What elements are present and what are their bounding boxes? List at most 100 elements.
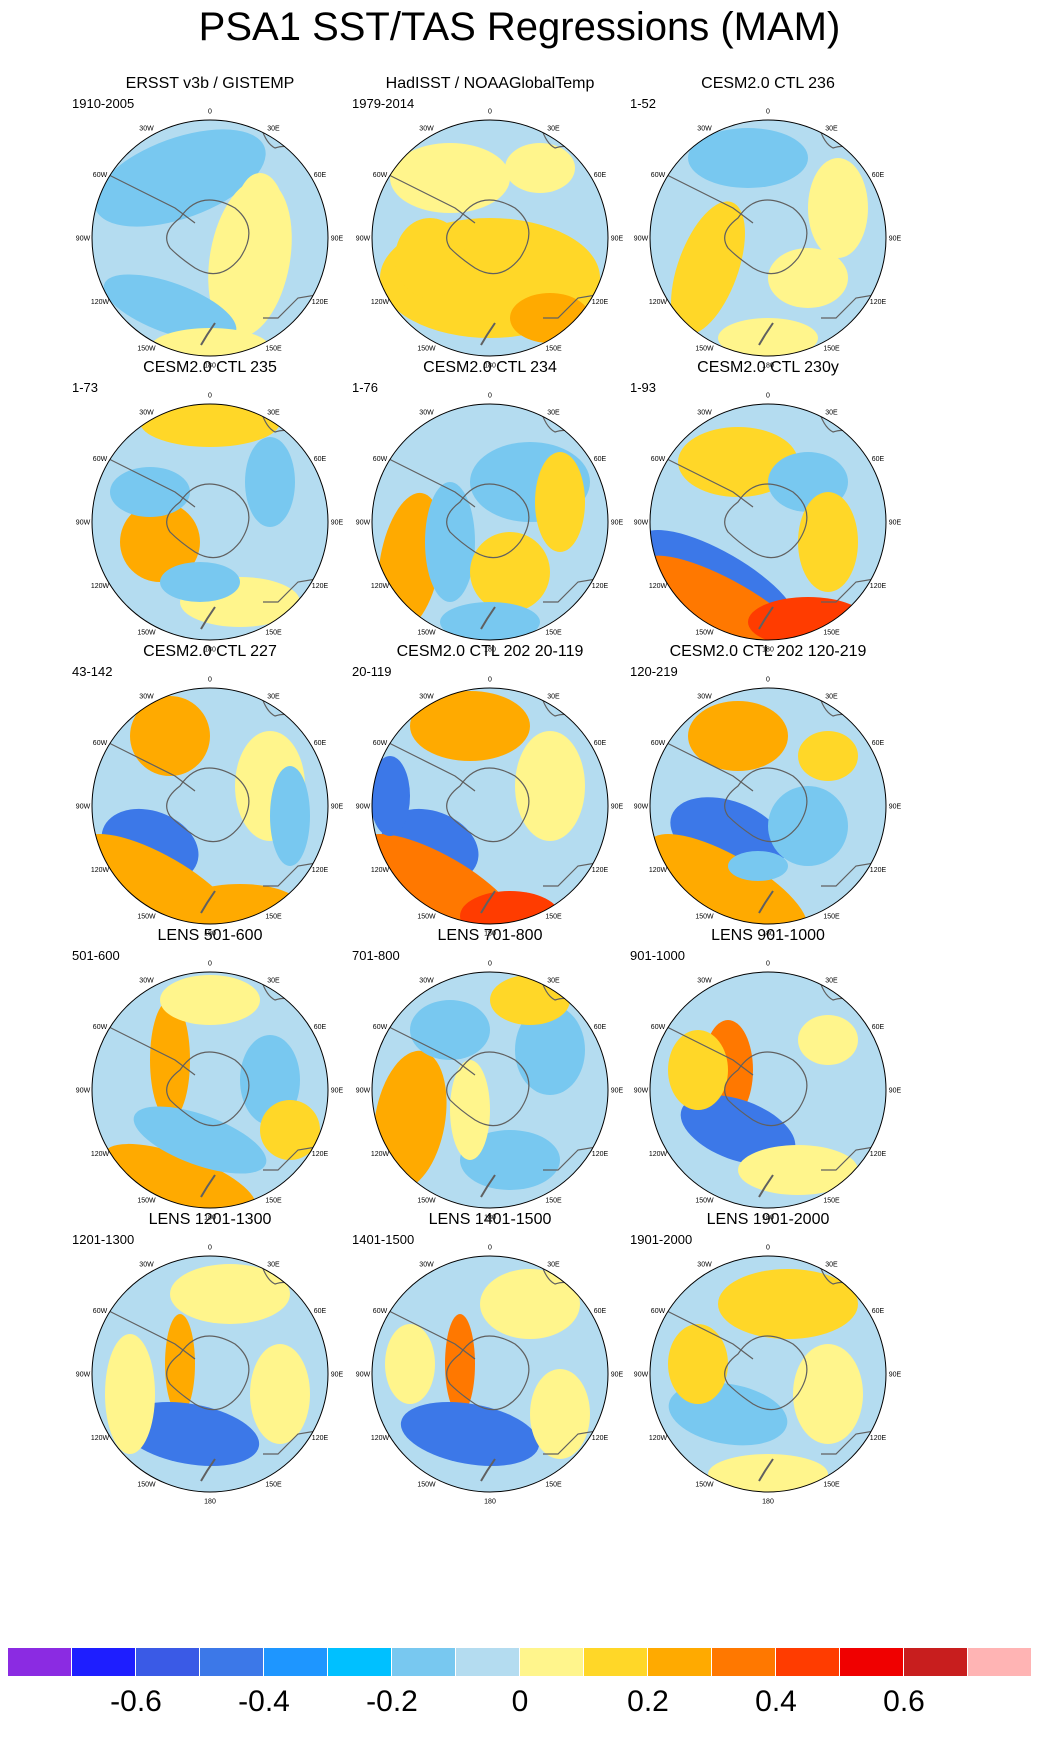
- longitude-label: 150E: [265, 629, 282, 636]
- anomaly-contour: [250, 1344, 310, 1444]
- anomaly-contour: [688, 128, 808, 188]
- panel-title: LENS 1901-2000: [706, 1211, 830, 1228]
- antarctica-coastline: [446, 1335, 530, 1411]
- south-america-coastline: [374, 735, 476, 792]
- longitude-label: 120W: [371, 583, 390, 590]
- anomaly-contour: [165, 1314, 195, 1414]
- anomaly-contour: [460, 891, 560, 924]
- colorbar: [8, 1648, 1032, 1676]
- longitude-label: 60E: [314, 740, 327, 747]
- panel-period: 1-52: [630, 96, 657, 111]
- map-panel: CESM2.0 CTL 230y 1-93 0 30E 60E 90E 120E 150E 18…: [618, 358, 918, 678]
- polar-map: 0 30E 60E 90E 120E 150E 180 150W 120W 90W 60W 30W: [356, 1245, 624, 1506]
- longitude-label: 30W: [697, 126, 712, 133]
- antarctica-coastline: [724, 1051, 808, 1127]
- longitude-label: 60W: [93, 172, 108, 179]
- colorbar-tick-label: 0.6: [883, 1685, 925, 1718]
- longitude-label: 30W: [419, 694, 434, 701]
- south-america-coastline: [652, 1303, 754, 1360]
- map-panel: ERSST v3b / GISTEMP 1910-2005 0 30E 60E 90E 12…: [60, 74, 360, 394]
- longitude-label: 60E: [314, 456, 327, 463]
- map-panel: LENS 1401-1500 1401-1500 0 30E 60E 90E 120E 150…: [340, 1210, 640, 1530]
- south-america-coastline: [374, 1019, 476, 1076]
- polar-map: 0 30E 60E 90E 120E 150E 180 150W 120W 90W 60W 30W: [356, 677, 624, 938]
- longitude-label: 30W: [419, 126, 434, 133]
- longitude-label: 60E: [594, 1308, 607, 1315]
- south-america-coastline: [94, 735, 196, 792]
- panel-title: CESM2.0 CTL 235: [143, 359, 277, 376]
- longitude-label: 150E: [265, 1197, 282, 1204]
- longitude-label: 120E: [592, 299, 609, 306]
- colorbar-box: [8, 1648, 72, 1676]
- longitude-label: 60E: [872, 456, 885, 463]
- longitude-label: 150W: [417, 345, 436, 352]
- longitude-label: 180: [204, 931, 216, 938]
- anomaly-contour: [768, 786, 848, 866]
- anomaly-contour: [150, 328, 270, 356]
- longitude-label: 90W: [76, 236, 91, 243]
- longitude-label: 150W: [137, 345, 156, 352]
- anomaly-contour: [120, 1402, 260, 1466]
- anomaly-contour: [445, 1314, 475, 1414]
- colorbar-ticks: -0.6 -0.4 -0.2 0 0.2 0.4 0.6: [0, 1684, 1039, 1734]
- longitude-label: 60E: [314, 172, 327, 179]
- colorbar-tick-label: 0: [511, 1685, 529, 1718]
- longitude-label: 30E: [267, 126, 280, 133]
- longitude-label: 120W: [649, 299, 668, 306]
- new-zealand-coastline: [758, 1174, 774, 1198]
- map-panel: LENS 501-600 501-600 0 30E 60E 90E 120E 150E 180…: [60, 926, 360, 1246]
- anomaly-contour: [718, 1269, 858, 1339]
- longitude-label: 90W: [634, 236, 649, 243]
- polar-map: 0 30E 60E 90E 120E 150E 180 150W 120W 90W 60W 30W: [76, 1245, 344, 1506]
- longitude-label: 30E: [547, 694, 560, 701]
- longitude-label: 180: [762, 363, 774, 370]
- panel-title: CESM2.0 CTL 236: [701, 75, 835, 92]
- anomaly-contour: [450, 1060, 490, 1160]
- longitude-label: 120E: [312, 867, 329, 874]
- longitude-label: 60W: [651, 1024, 666, 1031]
- longitude-label: 150E: [545, 1481, 562, 1488]
- anomaly-contour: [390, 143, 510, 213]
- longitude-label: 90W: [76, 520, 91, 527]
- anomaly-contour: [718, 318, 818, 356]
- map-panel: LENS 701-800 701-800 0 30E 60E 90E 120E 150E 180…: [340, 926, 640, 1246]
- panel-period: 701-800: [352, 948, 400, 963]
- longitude-label: 90W: [76, 804, 91, 811]
- panel-period: 1401-1500: [352, 1232, 415, 1247]
- longitude-label: 0: [488, 961, 492, 968]
- anomaly-contour: [708, 1454, 828, 1492]
- colorbar-tick-label: -0.6: [110, 1685, 162, 1718]
- longitude-label: 60W: [373, 1308, 388, 1315]
- colorbar-tick-label: 0.2: [627, 1685, 669, 1718]
- longitude-label: 90E: [611, 520, 624, 527]
- longitude-label: 180: [762, 931, 774, 938]
- longitude-label: 120W: [649, 583, 668, 590]
- longitude-label: 90E: [889, 236, 902, 243]
- anomaly-contour: [768, 248, 848, 308]
- new-zealand-coastline: [200, 1458, 216, 1482]
- longitude-label: 90W: [356, 1088, 371, 1095]
- panel-period: 501-600: [72, 948, 120, 963]
- longitude-label: 60E: [594, 456, 607, 463]
- new-zealand-coastline: [200, 890, 216, 914]
- longitude-label: 90W: [76, 1088, 91, 1095]
- longitude-label: 30W: [419, 1262, 434, 1269]
- longitude-label: 120W: [91, 867, 110, 874]
- anomaly-contour: [130, 696, 210, 776]
- longitude-label: 30W: [139, 978, 154, 985]
- longitude-label: 30W: [697, 978, 712, 985]
- anomaly-contour: [460, 1130, 560, 1190]
- longitude-label: 150E: [265, 345, 282, 352]
- longitude-label: 150E: [545, 629, 562, 636]
- map-border: [371, 403, 609, 641]
- south-america-coastline: [374, 1303, 476, 1360]
- longitude-label: 60W: [651, 456, 666, 463]
- longitude-label: 90W: [356, 236, 371, 243]
- polar-map: 0 30E 60E 90E 120E 150E 180 150W 120W 90W 60W 30W: [356, 109, 624, 370]
- colorbar-box: [264, 1648, 328, 1676]
- longitude-label: 150E: [823, 1481, 840, 1488]
- longitude-label: 150W: [137, 629, 156, 636]
- new-zealand-coastline: [480, 1458, 496, 1482]
- longitude-label: 90W: [634, 1372, 649, 1379]
- colorbar-tick-label: 0.4: [755, 1685, 797, 1718]
